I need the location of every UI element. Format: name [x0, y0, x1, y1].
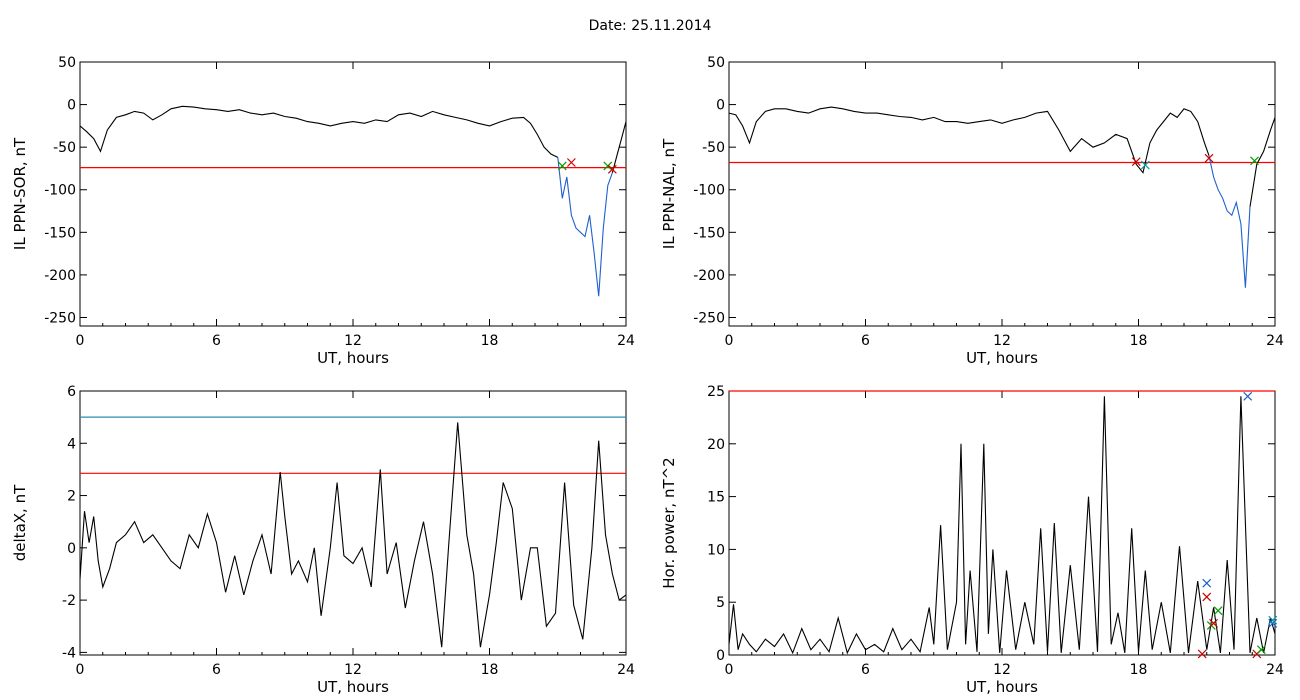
y-axis-label: IL PPN-NAL, nT: [660, 138, 678, 249]
y-tick-label: 15: [707, 490, 725, 506]
plot-frame: [79, 61, 627, 327]
plot-frame: [79, 390, 627, 656]
x-tick-label: 12: [344, 662, 362, 678]
x-tick-label: 24: [617, 333, 635, 349]
x-axis-label: UT, hours: [966, 678, 1038, 696]
x-axis-label: UT, hours: [317, 678, 389, 696]
marker-cross: [1140, 160, 1150, 170]
marker-cross: [1197, 649, 1207, 659]
marker-cross: [1250, 156, 1259, 166]
series-line-1: [80, 105, 559, 158]
series-line-1: [729, 396, 1275, 655]
x-tick-label: 18: [481, 333, 499, 349]
x-tick-label: 6: [861, 333, 870, 349]
y-tick-label: 50: [58, 55, 76, 71]
y-tick-label: 10: [707, 542, 725, 558]
marker-cross: [1243, 391, 1253, 401]
y-axis-label: deltaX, nT: [11, 484, 29, 561]
y-axis-label: Hor. power, nT^2: [660, 457, 678, 588]
marker-cross: [607, 164, 617, 174]
y-tick-label: -50: [702, 140, 725, 156]
y-tick-label: 25: [707, 384, 725, 400]
x-tick-label: 18: [1130, 333, 1148, 349]
marker-cross: [1202, 578, 1212, 588]
chart-panel-4: 0 6 12 18 24 25 20 15 10 5 0 UT, hours Hor. power, n…: [660, 384, 1284, 696]
y-tick-label: -200: [44, 268, 76, 284]
series-line-3: [611, 121, 626, 173]
marker-cross: [1256, 645, 1266, 655]
marker-cross: [1131, 157, 1141, 167]
x-tick-label: 6: [861, 662, 870, 678]
x-tick-label: 0: [76, 333, 85, 349]
x-tick-label: 12: [993, 662, 1011, 678]
y-tick-label: 6: [67, 384, 76, 400]
chart-panel-2: 0 6 12 18 24 50 0 -50 -100 -150 -200 -250 UT, hours I…: [660, 55, 1284, 367]
y-tick-label: -100: [693, 183, 725, 199]
y-axis-label: IL PPN-SOR, nT: [11, 137, 29, 250]
x-tick-label: 24: [617, 662, 635, 678]
date-title: Date: 25.11.2014: [588, 18, 712, 34]
y-tick-label: 2: [67, 489, 76, 505]
x-tick-label: 18: [481, 662, 499, 678]
series-line-2: [1208, 155, 1251, 288]
y-tick-label: 5: [716, 595, 725, 611]
x-tick-label: 0: [725, 662, 734, 678]
y-tick-label: 20: [707, 437, 725, 453]
plot-frame: [728, 61, 1276, 327]
chart-panel-3: 0 6 12 18 24 6 4 2 0 -2 -4 UT, hours deltaX, nT: [11, 384, 635, 696]
y-tick-label: -150: [44, 225, 76, 241]
y-tick-label: -250: [693, 310, 725, 326]
x-tick-label: 24: [1266, 662, 1284, 678]
marker-cross: [1213, 606, 1223, 616]
x-tick-label: 18: [1130, 662, 1148, 678]
x-tick-label: 12: [344, 333, 362, 349]
x-tick-label: 0: [725, 333, 734, 349]
y-tick-label: 0: [716, 648, 725, 664]
series-line-2: [557, 157, 613, 297]
y-tick-label: -4: [62, 645, 76, 661]
y-tick-label: -50: [53, 140, 76, 156]
series-line-1: [80, 422, 626, 648]
marker-cross: [1268, 618, 1278, 628]
y-tick-label: 0: [67, 98, 76, 114]
x-tick-label: 6: [212, 662, 221, 678]
y-tick-label: -2: [62, 593, 76, 609]
marker-cross: [603, 161, 613, 171]
series-line-1: [729, 106, 1210, 174]
y-tick-label: -250: [44, 310, 76, 326]
marker-cross: [1268, 615, 1278, 625]
series-line-3: [1249, 117, 1275, 207]
marker-cross: [557, 161, 567, 171]
x-tick-label: 0: [76, 662, 85, 678]
y-tick-label: 0: [716, 98, 725, 114]
y-tick-label: -200: [693, 268, 725, 284]
y-tick-label: -100: [44, 183, 76, 199]
marker-cross: [1202, 592, 1212, 602]
x-tick-label: 24: [1266, 333, 1284, 349]
x-tick-label: 6: [212, 333, 221, 349]
chart-panel-1: 0 6 12 18 24 50 0 -50 -100 -150 -200 -250 UT, hours I…: [11, 55, 635, 367]
x-tick-label: 12: [993, 333, 1011, 349]
x-axis-label: UT, hours: [317, 349, 389, 367]
x-axis-label: UT, hours: [966, 349, 1038, 367]
y-tick-label: 50: [707, 55, 725, 71]
y-tick-label: 4: [67, 436, 76, 452]
marker-cross: [1209, 618, 1218, 628]
y-tick-label: 0: [67, 541, 76, 557]
marker-cross: [1204, 153, 1214, 163]
marker-cross: [566, 158, 576, 167]
y-tick-label: -150: [693, 225, 725, 241]
